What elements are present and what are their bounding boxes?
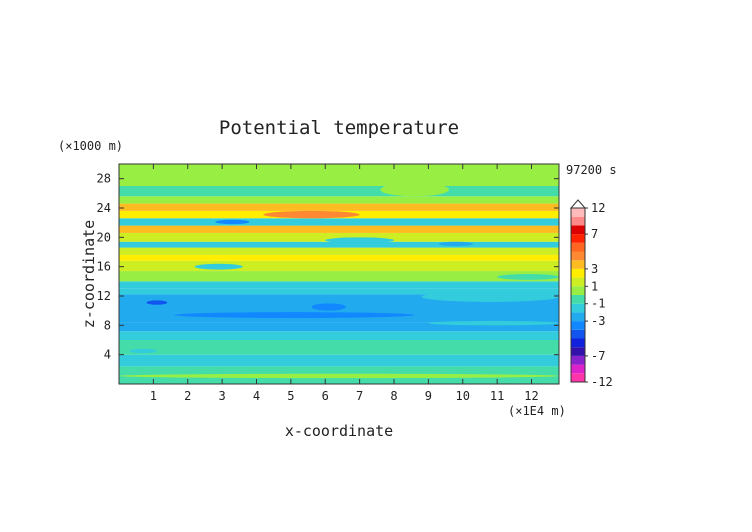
chart-title: Potential temperature	[219, 117, 459, 139]
colorbar-label: 7	[591, 227, 598, 241]
temperature-feature	[194, 356, 264, 363]
colorbar-segment	[571, 242, 585, 252]
colorbar-segment	[571, 364, 585, 374]
colorbar-label: 1	[591, 279, 598, 293]
colorbar-segment	[571, 338, 585, 348]
temperature-band	[119, 288, 559, 295]
x-unit-label: (×1E4 m)	[508, 404, 566, 418]
x-tick-label: 2	[184, 389, 191, 403]
colorbar-segment	[571, 286, 585, 295]
x-tick-label: 4	[253, 389, 260, 403]
colorbar-max-arrow	[569, 199, 587, 209]
plot-frame	[118, 163, 560, 385]
y-axis-label: z-coordinate	[80, 220, 98, 328]
colorbar-segment	[571, 303, 585, 313]
colorbar-segment	[571, 321, 585, 330]
y-tick-label: 12	[97, 289, 111, 303]
temperature-feature	[129, 348, 157, 354]
x-tick-label: 10	[456, 389, 470, 403]
temperature-band	[119, 260, 559, 272]
colorbar-label: 12	[591, 201, 605, 215]
x-tick-label: 3	[219, 389, 226, 403]
temperature-band	[119, 322, 559, 332]
temperature-band	[119, 186, 559, 197]
temperature-feature	[421, 291, 559, 302]
x-tick-label: 6	[322, 389, 329, 403]
colorbar-segment	[571, 234, 585, 243]
colorbar-segment	[571, 355, 585, 365]
temperature-feature	[325, 237, 394, 244]
colorbar-label: 3	[591, 262, 598, 276]
colorbar-segment	[571, 251, 585, 261]
x-axis-label: x-coordinate	[285, 422, 393, 440]
temperature-feature	[215, 219, 250, 225]
x-tick-label: 1	[150, 389, 157, 403]
colorbar-segment	[571, 225, 585, 235]
temperature-feature	[119, 373, 559, 379]
temperature-band	[119, 354, 559, 367]
x-tick-label: 7	[356, 389, 363, 403]
colorbar: 12 7 3 1 -1 -3 -7 -12	[569, 199, 613, 389]
y-axis-ticks: 4 8 12 16 20 24 28	[97, 172, 559, 362]
temperature-feature	[428, 320, 559, 326]
temperature-field	[119, 164, 559, 384]
y-tick-label: 16	[97, 260, 111, 274]
temperature-feature	[263, 210, 360, 219]
y-tick-label: 4	[104, 348, 111, 362]
temperature-band	[119, 196, 559, 204]
temperature-feature	[380, 183, 449, 197]
temperature-band	[119, 232, 559, 242]
colorbar-label: -12	[591, 375, 613, 389]
y-tick-label: 28	[97, 172, 111, 186]
y-tick-label: 20	[97, 230, 111, 244]
y-tick-label: 24	[97, 201, 111, 215]
colorbar-segment	[571, 347, 585, 356]
colorbar-segment	[571, 260, 585, 269]
y-unit-label: (×1000 m)	[58, 139, 123, 153]
temperature-feature	[174, 312, 415, 319]
temperature-band	[119, 340, 559, 355]
temperature-band	[119, 331, 559, 340]
x-tick-label: 5	[287, 389, 294, 403]
temperature-feature	[311, 303, 346, 311]
colorbar-label: -3	[591, 314, 605, 328]
colorbar-segment	[571, 208, 585, 217]
temperature-feature	[194, 263, 243, 270]
x-tick-label: 11	[490, 389, 504, 403]
temperature-band	[119, 254, 559, 261]
colorbar-segment	[571, 329, 585, 339]
colorbar-label: -7	[591, 349, 605, 363]
temperature-band	[119, 271, 559, 282]
temperature-feature	[438, 241, 474, 247]
temperature-feature	[146, 300, 168, 305]
colorbar-segment	[571, 295, 585, 304]
temperature-band	[119, 203, 559, 211]
colorbar-segment	[571, 216, 585, 226]
temperature-band	[119, 218, 559, 226]
temperature-band	[119, 225, 559, 233]
temperature-feature	[497, 274, 559, 280]
colorbar-segment	[571, 277, 585, 287]
temperature-feature	[431, 359, 508, 365]
temperature-band	[119, 247, 559, 255]
plot-area	[118, 163, 560, 385]
x-tick-label: 12	[524, 389, 538, 403]
x-tick-label: 8	[390, 389, 397, 403]
time-label: 97200 s	[566, 163, 617, 177]
temperature-band	[119, 164, 559, 186]
colorbar-label: -1	[591, 297, 605, 311]
x-axis-ticks: 1 2 3 4 5 6 7 8 9 10 11 12	[150, 164, 539, 403]
x-tick-label: 9	[425, 389, 432, 403]
colorbar-segment	[571, 373, 585, 382]
y-tick-label: 8	[104, 318, 111, 332]
colorbar-segment	[571, 312, 585, 322]
temperature-band	[119, 281, 559, 289]
colorbar-segment	[571, 268, 585, 278]
temperature-band	[119, 241, 559, 248]
